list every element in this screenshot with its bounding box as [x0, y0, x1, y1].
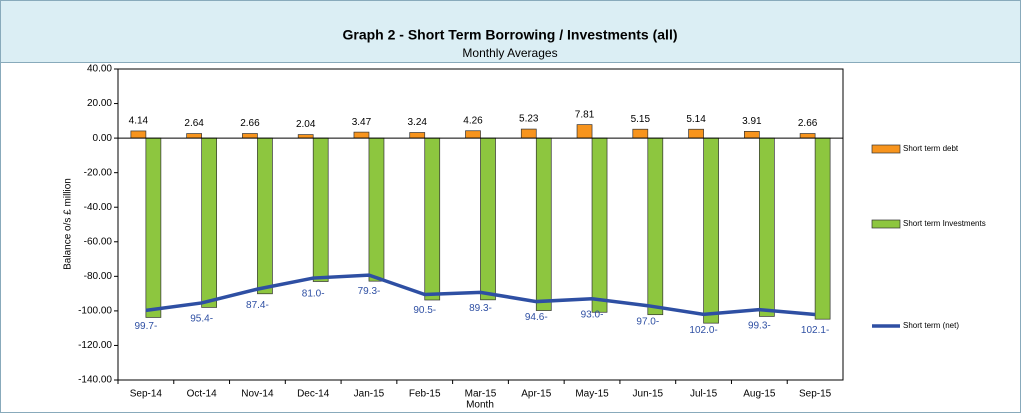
data-label: 2.04 — [296, 119, 316, 130]
bar — [535, 137, 552, 311]
data-label: 87.4- — [246, 300, 269, 311]
data-label: 2.66 — [240, 118, 260, 129]
bar — [591, 137, 608, 313]
data-label: 93.0- — [581, 309, 604, 320]
data-label: 95.4- — [190, 314, 213, 325]
data-label: 4.26 — [463, 115, 483, 126]
data-label: 5.23 — [519, 114, 539, 125]
data-label: 99.3- — [748, 320, 771, 331]
data-label: 79.3- — [358, 286, 381, 297]
bar — [409, 132, 426, 139]
x-tick-label: Nov-14 — [241, 389, 274, 400]
bar — [257, 137, 273, 295]
x-tick-label: Apr-15 — [521, 389, 551, 400]
bar — [703, 137, 719, 324]
data-label: 2.66 — [798, 118, 818, 129]
bar — [520, 128, 537, 139]
bar — [814, 137, 831, 320]
chart-subtitle: Monthly Averages — [462, 46, 557, 60]
y-tick-label: -40.00 — [84, 202, 113, 213]
x-tick-label: Mar-15 — [465, 389, 497, 400]
bar — [480, 137, 496, 301]
bar — [145, 137, 162, 318]
y-tick-label: 0.00 — [93, 133, 113, 144]
data-label: 5.14 — [686, 114, 706, 125]
x-tick-label: Dec-14 — [297, 389, 330, 400]
data-label: 102.0- — [689, 325, 717, 336]
y-tick-label: -120.00 — [78, 340, 112, 351]
x-tick-label: Oct-14 — [187, 389, 217, 400]
bar — [424, 137, 441, 301]
bar — [758, 137, 775, 317]
plot-area — [117, 68, 844, 381]
bar — [353, 131, 370, 139]
data-label: 2.64 — [184, 118, 204, 129]
y-tick-label: -20.00 — [84, 167, 113, 178]
data-label: 81.0- — [302, 289, 325, 300]
legend-label: Short term debt — [903, 144, 959, 153]
x-tick-label: Aug-15 — [743, 389, 776, 400]
chart-title: Graph 2 - Short Term Borrowing / Investm… — [342, 27, 677, 43]
y-tick-label: -80.00 — [84, 271, 113, 282]
x-tick-label: May-15 — [575, 389, 609, 400]
data-label: 97.0- — [636, 316, 659, 327]
bar — [465, 130, 481, 139]
data-label: 89.3- — [469, 303, 492, 314]
bar — [242, 133, 258, 139]
y-tick-label: 40.00 — [87, 64, 112, 75]
legend-swatch — [871, 219, 901, 229]
x-tick-label: Sep-15 — [799, 389, 832, 400]
x-tick-label: Sep-14 — [130, 389, 163, 400]
legend-label: Short term Investments — [903, 219, 986, 228]
x-tick-label: Jul-15 — [690, 389, 718, 400]
bar — [632, 128, 649, 139]
x-axis-label: Month — [466, 400, 494, 411]
x-tick-label: Feb-15 — [409, 389, 441, 400]
data-label: 3.91 — [742, 116, 762, 127]
data-label: 4.14 — [129, 116, 149, 127]
bar — [576, 124, 593, 139]
y-axis-label: Balance o/s £ million — [63, 178, 74, 270]
line — [145, 273, 816, 317]
header-band — [0, 0, 1021, 63]
data-label: 99.7- — [134, 321, 157, 332]
y-tick-label: -140.00 — [78, 375, 112, 386]
bar — [201, 137, 218, 308]
data-label: 5.15 — [631, 114, 651, 125]
legend-swatch — [871, 144, 901, 154]
data-label: 3.47 — [352, 117, 372, 128]
bar — [130, 130, 147, 139]
data-label: 102.1- — [801, 325, 829, 336]
bar — [743, 131, 760, 139]
bar — [688, 128, 704, 139]
bar — [368, 137, 385, 282]
bar — [186, 133, 203, 139]
bar — [312, 137, 329, 282]
x-tick-label: Jan-15 — [354, 389, 385, 400]
data-label: 90.5- — [413, 305, 436, 316]
y-tick-label: -100.00 — [78, 306, 112, 317]
bar — [647, 137, 664, 316]
data-label: 7.81 — [575, 109, 595, 120]
y-tick-label: -60.00 — [84, 236, 113, 247]
bar — [297, 134, 314, 139]
legend-label: Short term (net) — [903, 321, 959, 330]
x-tick-label: Jun-15 — [633, 389, 664, 400]
y-tick-label: 20.00 — [87, 98, 112, 109]
data-label: 3.24 — [407, 117, 427, 128]
data-label: 94.6- — [525, 312, 548, 323]
bar — [799, 133, 816, 139]
